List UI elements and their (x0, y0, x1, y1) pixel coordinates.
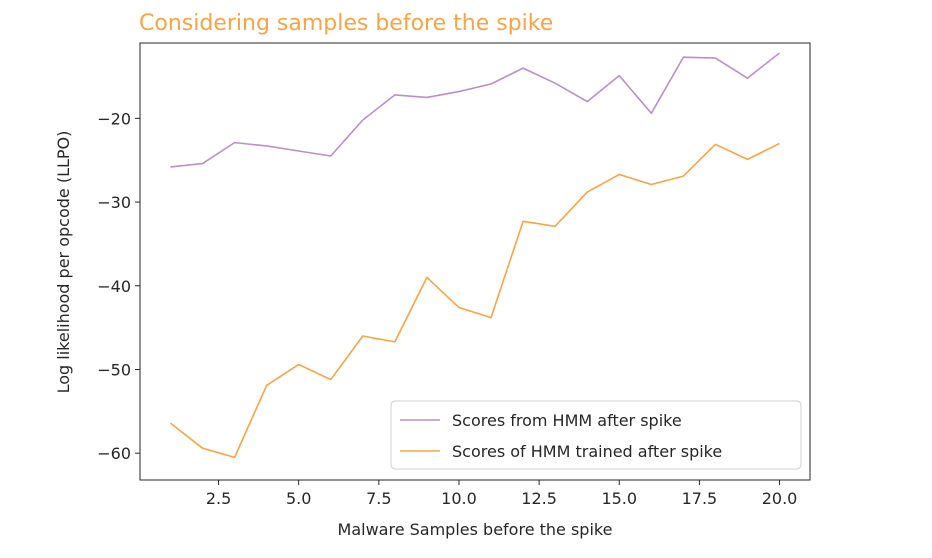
legend-label-hmm-after-spike: Scores from HMM after spike (452, 411, 682, 430)
series-line-1 (169, 142, 780, 459)
y-tick-label: −20 (97, 109, 131, 128)
series-layer (169, 52, 781, 459)
x-tick-label: 17.5 (682, 489, 718, 508)
legend-box (390, 400, 802, 470)
x-tick-label: 5.0 (286, 489, 311, 508)
x-tick-label: 2.5 (206, 489, 231, 508)
series-line-0 (170, 52, 781, 168)
legend: Scores from HMM after spike Scores of HM… (390, 400, 802, 470)
x-tick-label: 15.0 (601, 489, 637, 508)
x-tick-label: 20.0 (762, 489, 798, 508)
x-tick-label: 7.5 (366, 489, 391, 508)
y-tick-label: −30 (97, 193, 131, 212)
legend-label-hmm-trained-after-spike: Scores of HMM trained after spike (452, 442, 722, 461)
x-axis-label: Malware Samples before the spike (338, 520, 613, 539)
y-axis: −60 −50 −40 −30 −20 (97, 109, 140, 463)
plot-frame (139, 42, 811, 481)
y-tick-label: −40 (97, 277, 131, 296)
chart-title: Considering samples before the spike (139, 11, 553, 36)
y-axis-label: Log likelihood per opcode (LLPO) (54, 131, 73, 394)
x-tick-label: 10.0 (441, 489, 477, 508)
y-tick-label: −50 (97, 360, 131, 379)
y-tick-label: −60 (97, 444, 131, 463)
x-tick-label: 12.5 (521, 489, 557, 508)
x-axis: 2.5 5.0 7.5 10.0 12.5 15.0 17.5 20.0 (206, 480, 798, 508)
